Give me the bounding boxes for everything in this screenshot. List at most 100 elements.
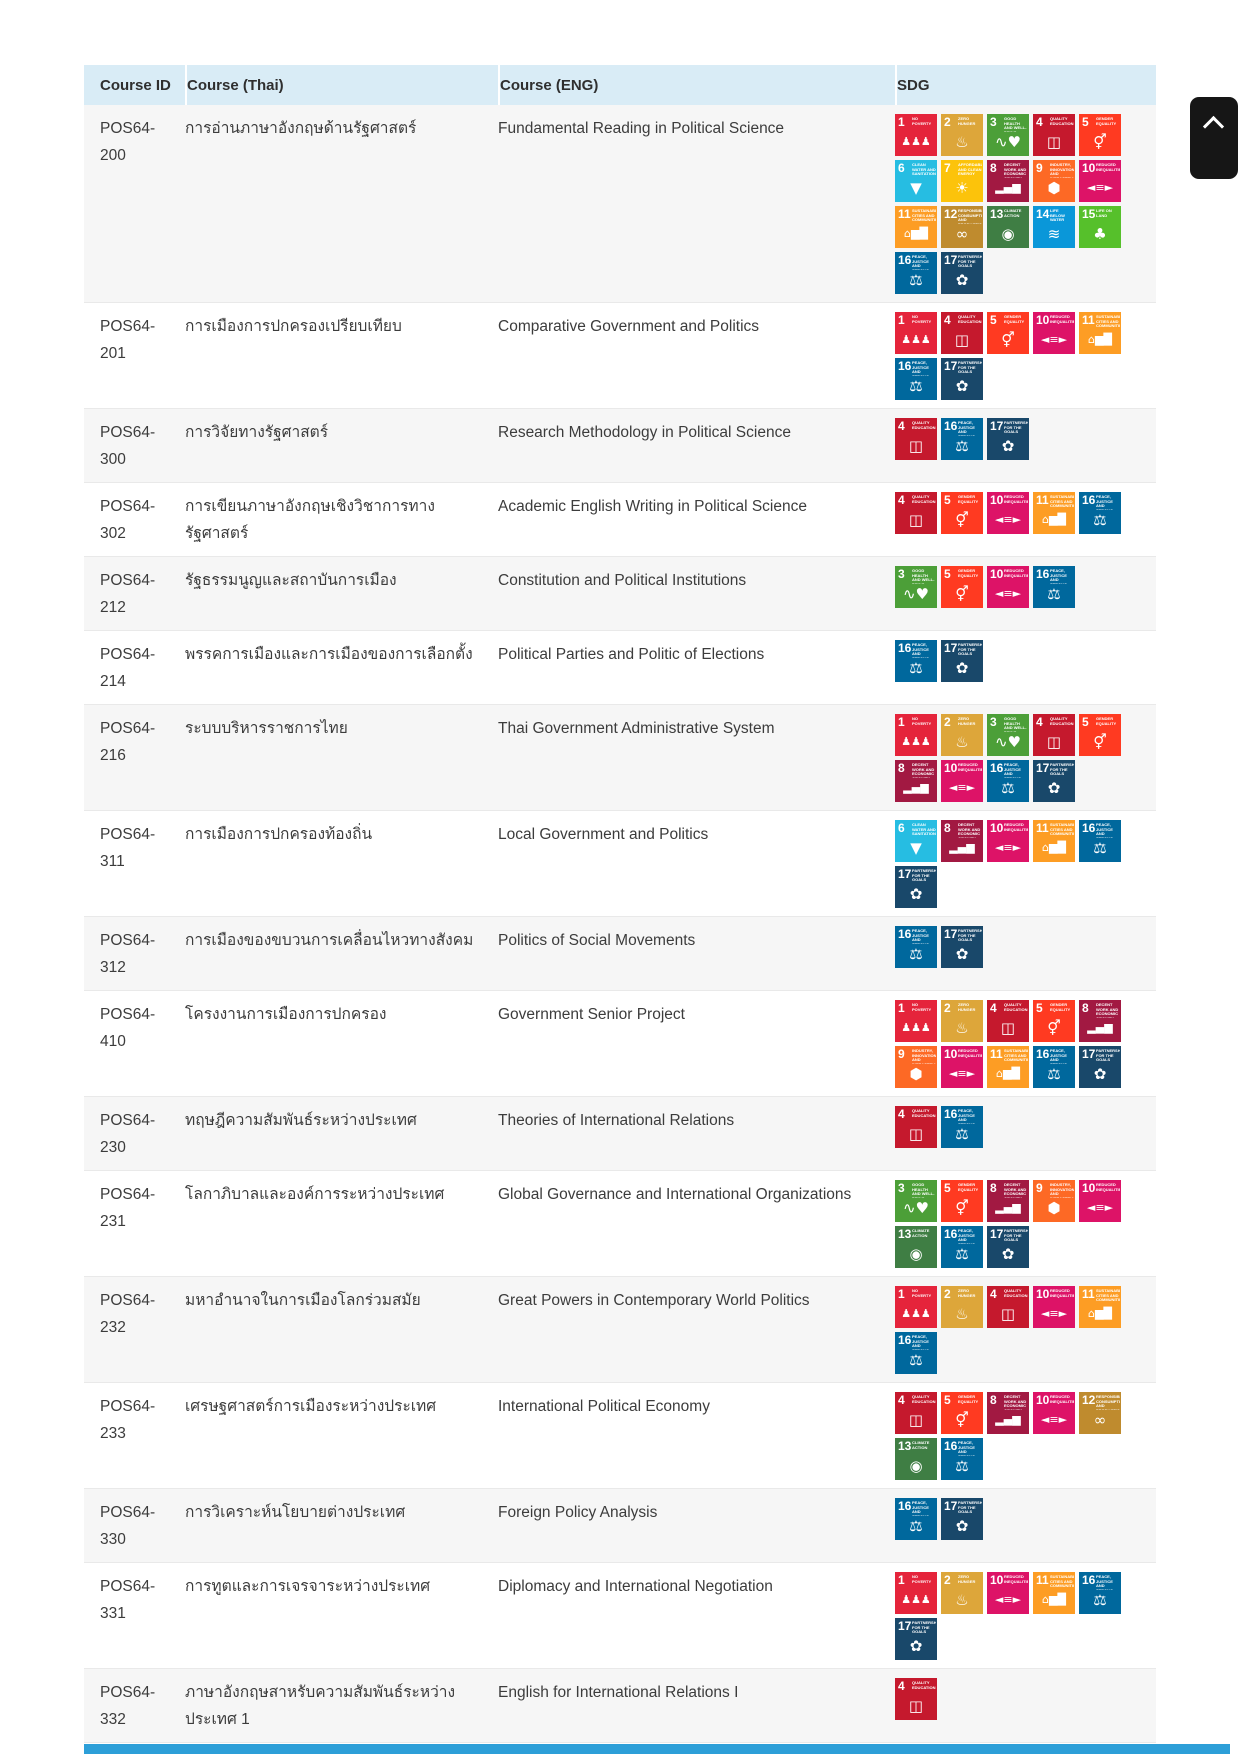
sdg-4-quality-education-icon: 4 QUALITY EDUCATION ◫ xyxy=(1033,114,1075,156)
sdg-1-no-poverty-icon: 1 NO POVERTY ♟♟♟ xyxy=(895,1286,937,1328)
sdg-pictogram: ⚖ xyxy=(909,1517,923,1535)
sdg-title: ZERO HUNGER xyxy=(958,1575,976,1584)
sdg-number: 10 xyxy=(1036,313,1050,327)
sdg-9-industry-innovation-icon: 9 INDUSTRY, INNOVATION AND INFRASTRUCTURE… xyxy=(1033,1180,1075,1222)
sdg-pictogram: ⌂▆█ xyxy=(904,227,928,240)
sdg-pictogram: ◄≡► xyxy=(994,841,1022,854)
sdg-pictogram: ◄≡► xyxy=(948,781,976,794)
sdg-pictogram: ▂▄▆ xyxy=(995,1413,1021,1426)
sdg-title: AFFORDABLE AND CLEAN ENERGY xyxy=(958,163,982,177)
sdg-pictogram: ✿ xyxy=(1093,1065,1107,1083)
sdg-number: 8 xyxy=(990,1181,997,1195)
sdg-number: 13 xyxy=(990,207,1004,221)
sdg-number: 17 xyxy=(1082,1047,1096,1061)
sdg-badges-cell: 4 QUALITY EDUCATION ◫ xyxy=(895,1669,1125,1742)
sdg-4-quality-education-icon: 4 QUALITY EDUCATION ◫ xyxy=(987,1286,1029,1328)
sdg-9-industry-innovation-icon: 9 INDUSTRY, INNOVATION AND INFRASTRUCTURE… xyxy=(1033,160,1075,202)
sdg-pictogram: ✿ xyxy=(955,271,969,289)
sdg-pictogram: ◄≡► xyxy=(994,513,1022,526)
sdg-pictogram: ◄≡► xyxy=(1040,333,1068,346)
sdg-pictogram: ∿♥ xyxy=(902,585,929,603)
sdg-badges-cell: 1 NO POVERTY ♟♟♟ 2 ZERO HUNGER ♨ 10 REDUCED INE… xyxy=(895,1563,1125,1668)
sdg-badges-cell: 4 QUALITY EDUCATION ◫ 5 GENDER EQUALITY ⚥ 10 RE… xyxy=(895,483,1125,556)
sdg-title: QUALITY EDUCATION xyxy=(1050,717,1074,726)
sdg-11-sustainable-cities-icon: 11SUSTAINABLE CITIES AND COMMUNITIES ⌂▆█ xyxy=(1033,820,1075,862)
sdg-number: 2 xyxy=(944,1573,951,1587)
sdg-number: 16 xyxy=(898,253,912,267)
sdg-badges-cell: 4 QUALITY EDUCATION ◫ 16 PEACE, JUSTICE AND … xyxy=(895,1097,1125,1170)
sdg-title: PEACE, JUSTICE AND STRONG INSTITUTIONS xyxy=(912,929,929,944)
sdg-number: 17 xyxy=(898,867,912,881)
sdg-title: GENDER EQUALITY xyxy=(958,1183,979,1192)
sdg-title: INDUSTRY, INNOVATION AND INFRASTRUCTURE xyxy=(1050,163,1074,178)
sdg-17-partnerships-icon: 17PARTNERSHIPS FOR THE GOALS ✿ xyxy=(941,252,983,294)
sdg-number: 4 xyxy=(898,419,905,433)
sdg-pictogram: ☀ xyxy=(955,179,969,197)
sdg-pictogram: ♨ xyxy=(955,1591,969,1609)
sdg-number: 8 xyxy=(1082,1001,1089,1015)
sdg-13-climate-action-icon: 13 CLIMATE ACTION ◉ xyxy=(895,1438,937,1480)
sdg-4-quality-education-icon: 4 QUALITY EDUCATION ◫ xyxy=(895,492,937,534)
sdg-title: GENDER EQUALITY xyxy=(1050,1003,1071,1012)
sdg-1-no-poverty-icon: 1 NO POVERTY ♟♟♟ xyxy=(895,1572,937,1614)
sdg-title: GENDER EQUALITY xyxy=(1096,117,1117,126)
table-row: POS64-231 โลกาภิบาลและองค์การระหว่างประเท… xyxy=(84,1171,1156,1277)
sdg-title: REDUCED INEQUALITIES xyxy=(1004,823,1028,832)
sdg-number: 11 xyxy=(990,1047,1003,1061)
sdg-title: PEACE, JUSTICE AND STRONG INSTITUTIONS xyxy=(958,421,975,436)
sdg-title: SUSTAINABLE CITIES AND COMMUNITIES xyxy=(912,209,936,223)
sdg-5-gender-equality-icon: 5 GENDER EQUALITY ⚥ xyxy=(1033,1000,1075,1042)
course-name-eng: Local Government and Politics xyxy=(498,826,709,843)
table-row: POS64-232 มหาอำนาจในการเมืองโลกร่วมสมัย Gr… xyxy=(84,1277,1156,1383)
sdg-title: PEACE, JUSTICE AND STRONG INSTITUTIONS xyxy=(912,1335,929,1350)
sdg-4-quality-education-icon: 4 QUALITY EDUCATION ◫ xyxy=(895,1106,937,1148)
sdg-pictogram: ⚥ xyxy=(1047,1019,1061,1037)
sdg-6-clean-water-icon: 6 CLEAN WATER AND SANITATION ▼ xyxy=(895,160,937,202)
sdg-title: REDUCED INEQUALITIES xyxy=(1096,1183,1120,1192)
sdg-pictogram: ⬢ xyxy=(1047,1199,1061,1217)
sdg-number: 5 xyxy=(1082,715,1089,729)
sdg-number: 16 xyxy=(898,927,912,941)
sdg-4-quality-education-icon: 4 QUALITY EDUCATION ◫ xyxy=(1033,714,1075,756)
sdg-pictogram: ⚖ xyxy=(1093,1591,1107,1609)
sdg-4-quality-education-icon: 4 QUALITY EDUCATION ◫ xyxy=(895,1678,937,1720)
sdg-title: PARTNERSHIPS FOR THE GOALS xyxy=(912,1621,936,1635)
sdg-number: 5 xyxy=(944,493,951,507)
sdg-number: 13 xyxy=(898,1227,912,1241)
course-name-thai: มหาอำนาจในการเมืองโลกร่วมสมัย xyxy=(185,1292,421,1309)
course-name-thai: การอ่านภาษาอังกฤษด้านรัฐศาสตร์ xyxy=(185,120,417,137)
course-name-eng: Government Senior Project xyxy=(498,1006,685,1023)
table-row: POS64-332 ภาษาอังกฤษสาหรับความสัมพันธ์ระห… xyxy=(84,1669,1156,1743)
sdg-8-decent-work-icon: 8 DECENT WORK AND ECONOMIC GROWTH ▂▄▆ xyxy=(941,820,983,862)
sdg-number: 6 xyxy=(898,161,905,175)
course-name-thai: การทูตและการเจรจาระหว่างประเทศ xyxy=(185,1578,431,1595)
sdg-badges-cell: 6 CLEAN WATER AND SANITATION ▼ 8 DECENT WORK… xyxy=(895,811,1125,916)
sdg-badges-cell: 4 QUALITY EDUCATION ◫ 5 GENDER EQUALITY ⚥ 8 DEC… xyxy=(895,1383,1125,1488)
sdg-11-sustainable-cities-icon: 11SUSTAINABLE CITIES AND COMMUNITIES ⌂▆█ xyxy=(1033,1572,1075,1614)
scroll-to-top-button[interactable] xyxy=(1190,97,1238,179)
sdg-title: PARTNERSHIPS FOR THE GOALS xyxy=(958,255,982,269)
sdg-title: PARTNERSHIPS FOR THE GOALS xyxy=(1004,421,1028,435)
course-id: POS64-312 xyxy=(100,932,156,976)
column-header-course-thai: Course (Thai) xyxy=(185,65,498,105)
sdg-pictogram: ♟♟♟ xyxy=(901,135,931,148)
sdg-pictogram: ⚥ xyxy=(955,1199,969,1217)
table-row: POS64-200 การอ่านภาษาอังกฤษด้านรัฐศาสตร์ F… xyxy=(84,105,1156,303)
sdg-4-quality-education-icon: 4 QUALITY EDUCATION ◫ xyxy=(987,1000,1029,1042)
sdg-title: GENDER EQUALITY xyxy=(1004,315,1025,324)
sdg-pictogram: ⚥ xyxy=(1001,331,1015,349)
sdg-number: 4 xyxy=(898,1679,905,1693)
sdg-title: PARTNERSHIPS FOR THE GOALS xyxy=(958,929,982,943)
course-name-thai: โครงงานการเมืองการปกครอง xyxy=(185,1006,387,1023)
sdg-pictogram: ⚖ xyxy=(955,1125,969,1143)
sdg-17-partnerships-icon: 17PARTNERSHIPS FOR THE GOALS ✿ xyxy=(941,926,983,968)
sdg-pictogram: ◫ xyxy=(1000,1019,1016,1037)
sdg-number: 16 xyxy=(898,641,912,655)
sdg-pictogram: ✿ xyxy=(955,659,969,677)
